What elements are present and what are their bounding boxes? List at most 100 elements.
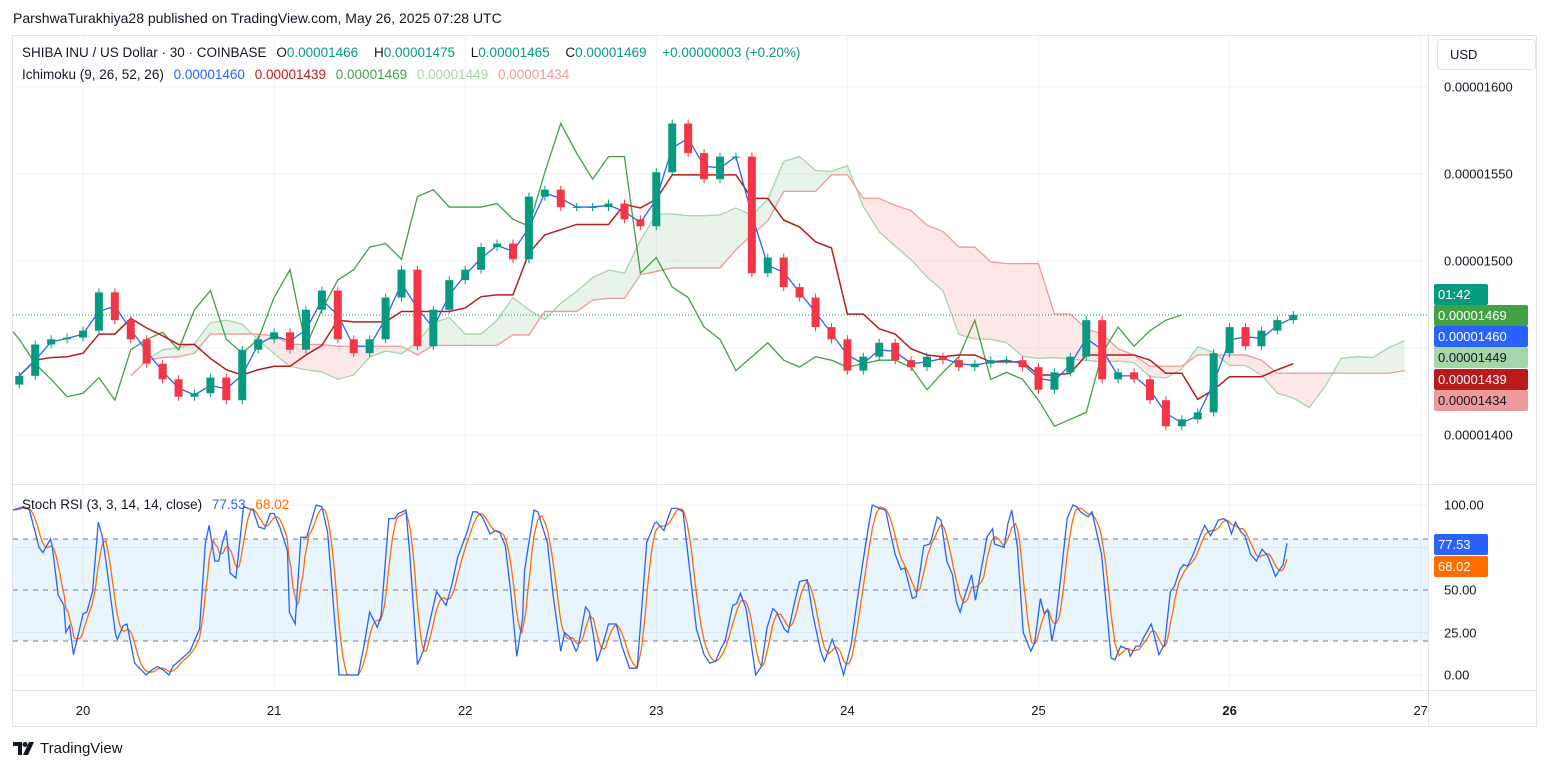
symbol-title[interactable]: SHIBA INU / US Dollar · 30 · COINBASE: [22, 45, 267, 60]
stoch-tick: 0.00: [1444, 667, 1470, 683]
stoch-d-line: [13, 505, 1288, 676]
price-tick: 0.00001550: [1444, 166, 1513, 182]
cloud-bearish-segment: [337, 346, 354, 380]
candle-up: [15, 375, 24, 385]
countdown-label: 01:42: [1434, 284, 1488, 305]
cloud-bullish-segment: [194, 322, 211, 354]
close-value: 0.00001469: [575, 45, 647, 60]
cloud-bullish-segment: [560, 291, 577, 312]
conversion-line-label: 0.00001460: [1434, 326, 1528, 347]
cloud-bearish-segment: [863, 198, 880, 232]
cloud-bullish-segment: [672, 214, 689, 268]
cloud-bearish-segment: [911, 210, 928, 278]
ichimoku-base-value: 0.00001439: [254, 67, 327, 82]
candle-up: [1209, 353, 1218, 413]
stoch-title[interactable]: Stoch RSI (3, 3, 14, 14, close): [22, 497, 203, 512]
candle-down: [620, 203, 629, 220]
time-tick: 22: [457, 703, 473, 718]
candle-up: [301, 309, 310, 350]
cloud-bullish-segment: [767, 161, 784, 221]
cloud-bearish-segment: [1277, 373, 1294, 399]
cloud-bullish-segment: [688, 215, 705, 268]
candle-up: [317, 290, 326, 310]
logo-text: TradingView: [40, 740, 123, 757]
candle-up: [190, 393, 199, 397]
candle-up: [524, 196, 533, 260]
cloud-bearish-segment: [385, 346, 402, 354]
candle-up: [970, 363, 979, 368]
stoch-rsi-pane[interactable]: [12, 504, 1428, 678]
time-tick: 21: [266, 703, 282, 718]
candle-down: [938, 356, 947, 361]
candle-up: [875, 342, 884, 357]
candle-down: [954, 360, 963, 368]
candle-up: [206, 377, 215, 394]
candle-up: [1066, 356, 1075, 373]
cloud-bearish-segment: [958, 247, 975, 339]
time-tick: 26: [1222, 703, 1237, 718]
currency-selector[interactable]: USD: [1437, 39, 1536, 70]
attribution-text: ParshwaTurakhiya28 published on TradingV…: [13, 10, 502, 26]
candle-up: [540, 189, 549, 197]
cloud-bearish-segment: [1006, 263, 1023, 357]
candle-down: [286, 332, 295, 350]
candle-down: [1034, 367, 1043, 390]
candle-up: [79, 330, 87, 338]
change-value: +0.00000003 (+0.20%): [662, 45, 801, 60]
high-value: 0.00001475: [383, 45, 456, 60]
cloud-bullish-segment: [1341, 356, 1357, 374]
cloud-bearish-segment: [1293, 373, 1310, 408]
stoch-tick: 25.00: [1444, 625, 1477, 640]
cloud-bullish-segment: [449, 317, 466, 346]
candle-up: [63, 337, 72, 340]
time-tick: 27: [1413, 703, 1428, 718]
candle-up: [1193, 412, 1202, 420]
candle-down: [126, 320, 135, 340]
stoch-legend: Stoch RSI (3, 3, 14, 14, close) 77.53 68…: [22, 497, 295, 512]
ichimoku-lead1-value: 0.00001449: [416, 67, 489, 82]
price-tick: 0.00001500: [1444, 253, 1513, 269]
base-line-label: 0.00001439: [1434, 369, 1528, 390]
cloud-bullish-segment: [1372, 347, 1389, 374]
time-tick: 25: [1031, 703, 1046, 718]
candle-down: [684, 123, 693, 154]
cloud-bullish-segment: [831, 165, 848, 175]
candle-down: [811, 297, 820, 328]
cloud-bearish-segment: [974, 247, 991, 340]
ichimoku-lead2-line: [130, 174, 1405, 377]
cloud-bullish-segment: [210, 320, 227, 335]
candle-up: [429, 309, 438, 347]
candle-up: [763, 257, 772, 274]
price-pane[interactable]: [0, 119, 1428, 431]
time-tick: 20: [75, 703, 91, 718]
ichimoku-title[interactable]: Ichimoku (9, 26, 52, 26): [22, 67, 164, 82]
candle-up: [445, 280, 454, 310]
cloud-bearish-segment: [1038, 263, 1055, 359]
price-tick: 0.00001400: [1444, 427, 1513, 443]
stoch-tick: 100.00: [1444, 497, 1484, 513]
cloud-bullish-segment: [592, 270, 609, 301]
cloud-bullish-segment: [624, 240, 641, 299]
symbol-legend: SHIBA INU / US Dollar · 30 · COINBASE O0…: [22, 45, 806, 60]
tradingview-logo[interactable]: TradingView: [13, 740, 123, 757]
candle-up: [461, 269, 470, 281]
candle-down: [891, 342, 900, 361]
cloud-bullish-segment: [465, 334, 482, 346]
candle-up: [238, 349, 247, 401]
cloud-bearish-segment: [990, 261, 1007, 343]
candle-down: [827, 327, 836, 340]
stoch-d-label: 68.02: [1434, 556, 1488, 577]
candle-up: [493, 243, 502, 248]
cloud-bullish-segment: [1357, 356, 1373, 374]
ichimoku-conversion-value: 0.00001460: [173, 67, 245, 82]
stoch-d-value: 68.02: [255, 497, 290, 512]
cloud-bearish-segment: [353, 346, 370, 375]
ichimoku-legend: Ichimoku (9, 26, 52, 26) 0.00001460 0.00…: [22, 67, 575, 82]
candle-down: [174, 379, 183, 397]
candle-down: [142, 339, 151, 364]
ichimoku-lagging-line: [13, 121, 1183, 428]
cloud-bullish-segment: [656, 214, 673, 272]
price-tick: 0.00001600: [1444, 79, 1513, 95]
candle-down: [636, 219, 645, 227]
